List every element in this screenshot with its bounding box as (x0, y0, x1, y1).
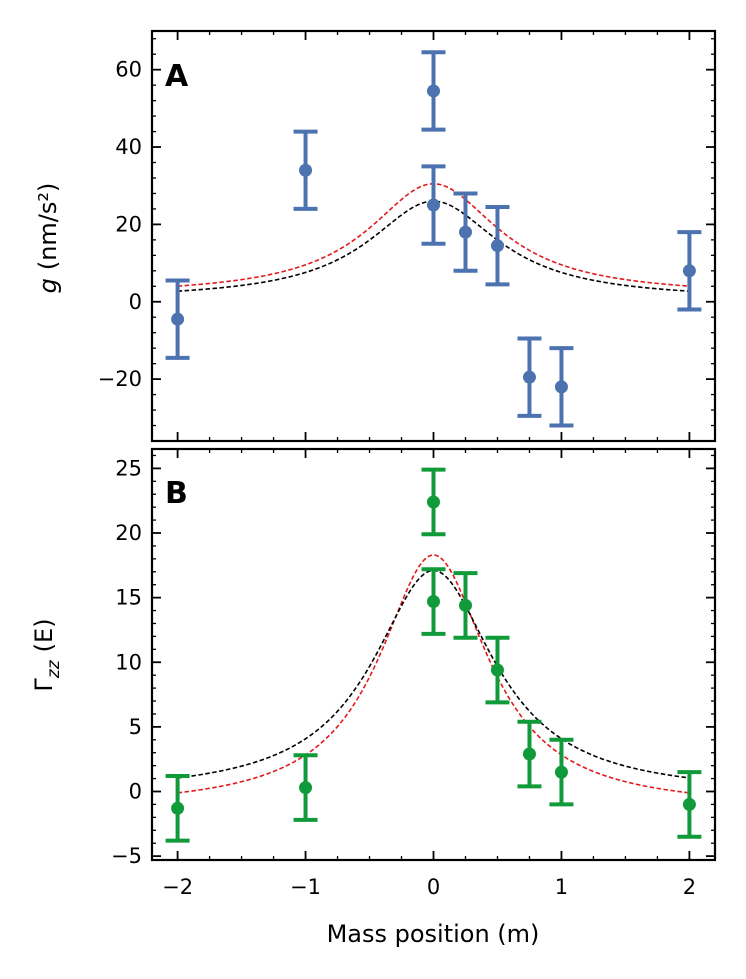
panel-b-data-point (554, 765, 568, 779)
panel-b-data-point (458, 598, 472, 612)
panel-a-ylabel-unit: (nm/s²) (34, 183, 62, 271)
panel-b-x-tick-label: 1 (555, 875, 568, 899)
panel-a-y-tick-label: −20 (98, 367, 142, 391)
panel-b-x-tick-label: −1 (290, 875, 321, 899)
panel-b-data-point (427, 495, 440, 509)
panel-a-y-tick-label: 0 (129, 290, 142, 314)
x-axis-label: Mass position (m) (327, 920, 540, 948)
panel-b-ylabel: Γzz (E) (30, 618, 64, 691)
panel-b-data-point (522, 747, 536, 761)
panel-b-data-point (682, 797, 696, 811)
panel-b-data-point (299, 781, 313, 795)
panel-a-data-point (522, 370, 536, 384)
panel-a-frame (150, 29, 717, 443)
panel-a-data-point (682, 264, 696, 278)
panel-a-ylabel-symbol: g (34, 278, 62, 293)
panel-b-letter: B (165, 476, 188, 511)
panel-b: B −2 −1 0 1 2 −5 0 5 10 15 20 25 (111, 447, 717, 899)
panel-a: A −20 0 20 40 60 (98, 29, 717, 443)
panel-b-y-tick-label: 5 (129, 715, 142, 739)
panel-a-data-point (458, 225, 472, 239)
panel-a-data-point (554, 380, 568, 394)
panel-b-y-tick-label: 15 (115, 586, 142, 610)
panel-a-letter: A (165, 59, 189, 94)
panel-a-y-tick-label: 40 (115, 135, 142, 159)
panel-a-y-tick-label: 20 (115, 212, 142, 236)
panel-b-y-tick-label: 10 (115, 650, 142, 674)
panel-a-data-point (427, 198, 440, 212)
panel-a-data-point (299, 163, 313, 177)
panel-b-frame (150, 447, 717, 862)
panel-b-ylabel-unit: (E) (30, 618, 58, 652)
panel-b-x-tick-label: −2 (162, 875, 193, 899)
panel-b-ylabel-symbol: Γ (30, 678, 58, 692)
panel-b-x-tick-label: 2 (683, 875, 696, 899)
panel-a-model-black-curve (177, 200, 690, 292)
panel-a-data-point (427, 84, 440, 98)
panel-a-ylabel: g (nm/s²) (34, 183, 62, 294)
panel-b-data-point (171, 801, 185, 815)
panel-a-y-tick-label: 60 (115, 58, 142, 82)
panel-b-y-tick-label: 0 (129, 780, 142, 804)
panel-b-y-tick-label: 25 (115, 456, 142, 480)
panel-b-model-red-curve (177, 554, 690, 794)
panel-b-data-point (490, 663, 504, 677)
panel-a-data-point (171, 312, 185, 326)
panel-b-y-tick-label: −5 (111, 844, 142, 868)
panel-b-data-point (427, 595, 440, 609)
panel-b-x-tick-label: 0 (427, 875, 440, 899)
panel-b-ylabel-sub: zz (44, 659, 64, 679)
panel-b-y-tick-label: 20 (115, 521, 142, 545)
panel-a-data-point (490, 239, 504, 253)
